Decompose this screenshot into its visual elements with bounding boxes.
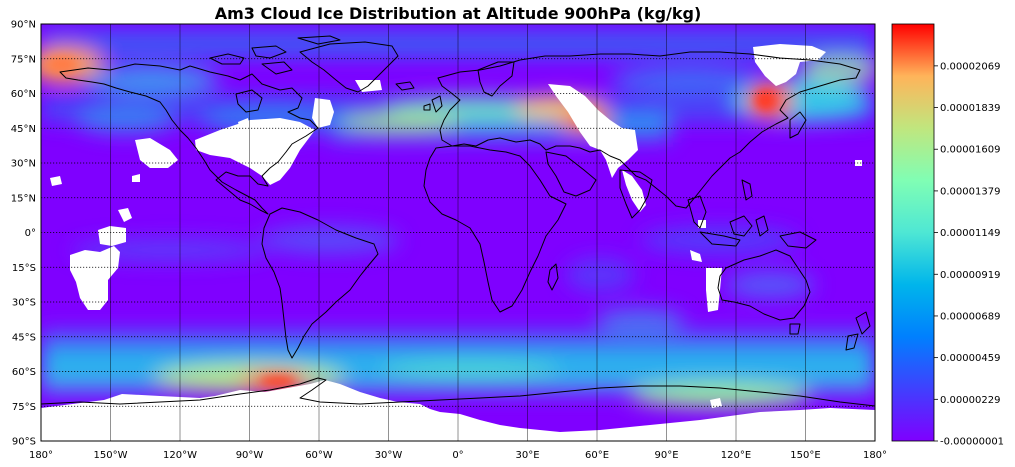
latitude-label: 90°N [11, 20, 36, 31]
latitude-label: 75°S [12, 402, 36, 413]
colorbar-tick-label: 0.00001839 [940, 103, 1000, 114]
longitude-label: 60°E [585, 450, 609, 461]
longitude-labels: 180° 150°W 120°W 90°W 60°W 30°W 0° 30°E 60°E 90°E… [29, 450, 887, 461]
graticule [41, 24, 875, 441]
longitude-label: 120°E [721, 450, 751, 461]
longitude-label: 180° [863, 450, 887, 461]
colorbar-tick-label: 0.00002069 [940, 61, 1000, 72]
longitude-label: 150°W [94, 450, 128, 461]
latitude-label: 15°S [12, 263, 36, 274]
colorbar-tick-label: -0.00000001 [940, 437, 1004, 448]
colorbar: 0.00002069 0.00001839 0.00001609 0.00001379… [891, 23, 1004, 448]
longitude-label: 90°E [654, 450, 678, 461]
latitude-labels: 90°N 75°N 60°N 45°N 30°N 15°N 0° 15°S 30°S 45°S 60… [11, 20, 36, 448]
map-panel [41, 24, 875, 441]
longitude-label: 30°E [515, 450, 539, 461]
colorbar-ticks: 0.00002069 0.00001839 0.00001609 0.00001379… [934, 61, 1004, 448]
colorbar-tick-label: 0.00001149 [940, 228, 1000, 239]
coastlines [41, 35, 875, 407]
latitude-label: 60°N [11, 89, 36, 100]
latitude-label: 90°S [12, 437, 36, 448]
colorbar-tick-label: 0.00000459 [940, 353, 1000, 364]
longitude-label: 60°W [305, 450, 333, 461]
longitude-label: 90°W [236, 450, 264, 461]
latitude-label: 60°S [12, 367, 36, 378]
longitude-label: 120°W [163, 450, 197, 461]
latitude-label: 30°N [11, 159, 36, 170]
latitude-label: 45°S [12, 332, 36, 343]
latitude-label: 30°S [12, 298, 36, 309]
colorbar-tick-label: 0.00001609 [940, 145, 1000, 156]
longitude-label: 0° [452, 450, 463, 461]
longitude-label: 150°E [790, 450, 820, 461]
map-title: Am3 Cloud Ice Distribution at Altitude 9… [215, 4, 702, 23]
latitude-label: 45°N [11, 124, 36, 135]
latitude-label: 75°N [11, 54, 36, 65]
colorbar-tick-label: 0.00000689 [940, 311, 1000, 322]
latitude-label: 15°N [11, 193, 36, 204]
colorbar-tick-label: 0.00001379 [940, 186, 1000, 197]
colorbar-gradient [891, 23, 935, 442]
latitude-label: 0° [25, 228, 36, 239]
colorbar-tick-label: 0.00000919 [940, 270, 1000, 281]
longitude-label: 180° [29, 450, 53, 461]
colorbar-tick-label: 0.00000229 [940, 395, 1000, 406]
longitude-label: 30°W [375, 450, 403, 461]
map-frame [40, 23, 876, 442]
